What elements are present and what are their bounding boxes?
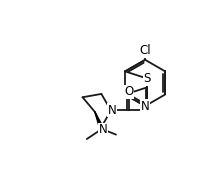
Polygon shape bbox=[95, 112, 104, 130]
Text: O: O bbox=[124, 86, 134, 99]
Text: N: N bbox=[107, 104, 116, 117]
Text: N: N bbox=[99, 123, 107, 137]
Text: S: S bbox=[143, 72, 151, 85]
Text: N: N bbox=[141, 100, 149, 112]
Text: Cl: Cl bbox=[139, 44, 151, 57]
